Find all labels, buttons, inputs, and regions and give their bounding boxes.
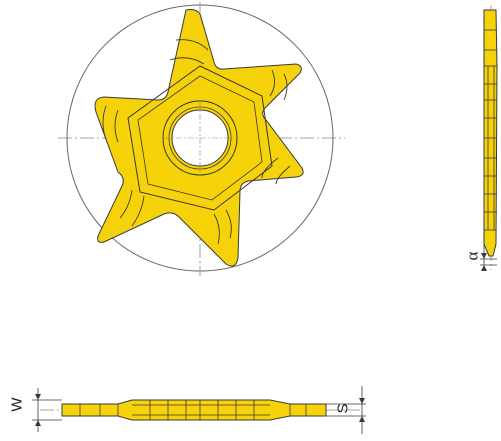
alpha-dimension-label: α (462, 251, 482, 261)
inner-hexagon (137, 75, 263, 201)
outer-hexagon (127, 65, 273, 211)
side-view-horizontal (32, 386, 366, 434)
tooth-edge-lines (102, 39, 291, 245)
w-dimension-label: W (8, 397, 26, 412)
side-view-vertical (480, 5, 498, 271)
s-dimension-label: S (334, 403, 352, 414)
